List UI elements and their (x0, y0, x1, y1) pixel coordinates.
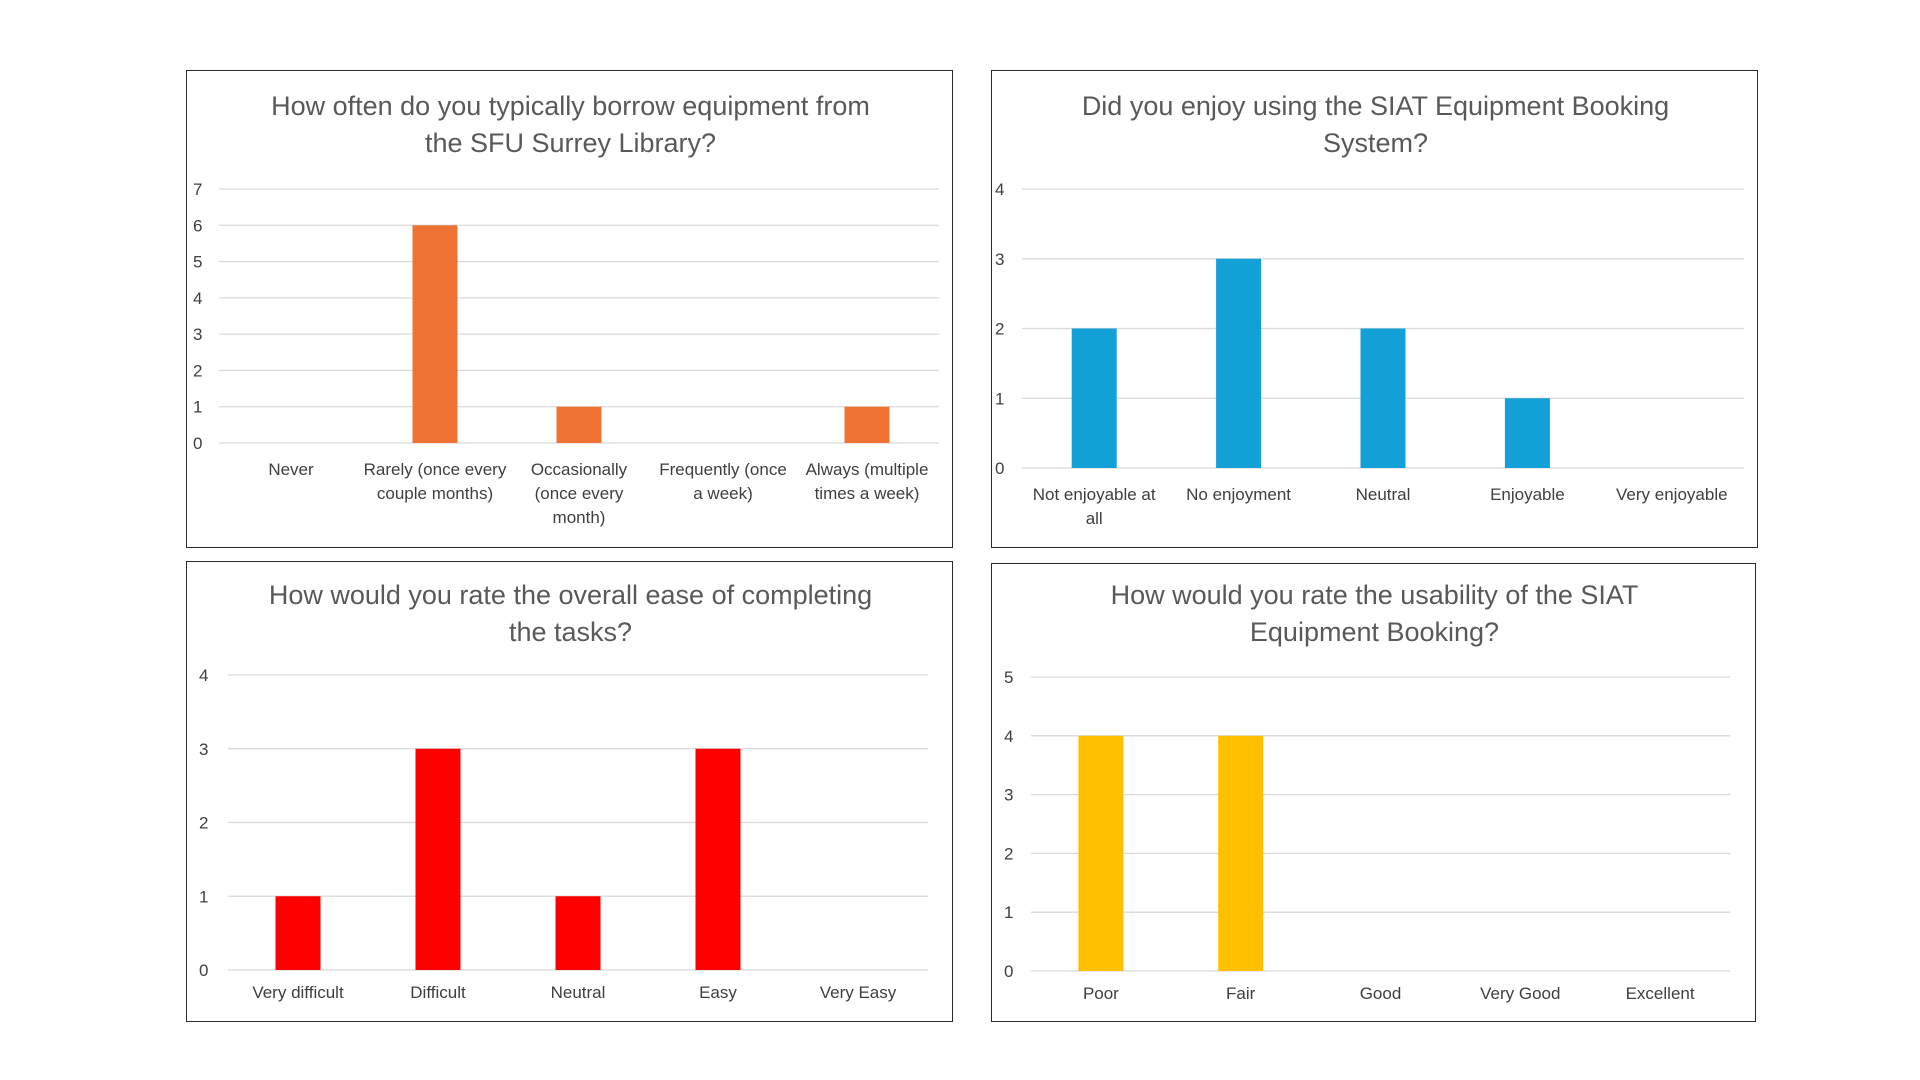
y-tick-label-borrow-0: 0 (193, 434, 202, 453)
chart-ease: How would you rate the overall ease of c… (199, 580, 928, 1002)
bar-borrow-5 (844, 406, 890, 443)
x-category-label-borrow-2-line-1: Rarely (once every (364, 460, 507, 479)
y-tick-label-usability-4: 4 (1004, 727, 1013, 746)
x-category-label-enjoy-4: Enjoyable (1490, 485, 1565, 504)
y-tick-label-enjoy-2: 2 (995, 320, 1004, 339)
bar-ease-4 (695, 748, 741, 970)
bar-ease-3 (555, 896, 601, 970)
x-category-label-borrow-3-line-2: (once every (535, 484, 624, 503)
y-tick-label-enjoy-4: 4 (995, 180, 1004, 199)
y-tick-label-ease-3: 3 (199, 740, 208, 759)
y-tick-label-borrow-2: 2 (193, 361, 202, 380)
x-category-label-ease-3: Neutral (551, 983, 606, 1002)
chart-usability: How would you rate the usability of the … (1004, 580, 1730, 1003)
y-tick-label-borrow-5: 5 (193, 253, 202, 272)
x-category-label-ease-2: Difficult (410, 983, 466, 1002)
chart-panel-enjoyment: Did you enjoy using the SIAT Equipment B… (991, 70, 1758, 548)
y-tick-label-ease-4: 4 (199, 666, 208, 685)
x-category-label-borrow-4-line-1: Frequently (once (659, 460, 787, 479)
x-category-label-borrow-1: Never (268, 460, 314, 479)
y-tick-label-borrow-1: 1 (193, 398, 202, 417)
bar-borrow-2 (412, 225, 458, 443)
chart-panel-borrow-frequency: How often do you typically borrow equipm… (186, 70, 953, 548)
y-tick-label-usability-0: 0 (1004, 962, 1013, 981)
y-tick-label-usability-2: 2 (1004, 844, 1013, 863)
bar-ease-1 (275, 896, 321, 970)
bar-enjoy-3 (1360, 328, 1406, 468)
chart-title-usability-line-1: How would you rate the usability of the … (1111, 580, 1639, 610)
x-category-label-ease-4: Easy (699, 983, 737, 1002)
chart-panel-ease: How would you rate the overall ease of c… (186, 561, 953, 1022)
y-tick-label-ease-1: 1 (199, 887, 208, 906)
x-category-label-borrow-3-line-1: Occasionally (531, 460, 628, 479)
x-category-label-borrow-5-line-2: times a week) (815, 484, 920, 503)
y-tick-label-borrow-6: 6 (193, 216, 202, 235)
y-tick-label-ease-0: 0 (199, 961, 208, 980)
y-tick-label-usability-5: 5 (1004, 668, 1013, 687)
chart-title-ease-line-1: How would you rate the overall ease of c… (269, 580, 872, 610)
bar-usability-1 (1078, 735, 1124, 971)
x-category-label-ease-1: Very difficult (252, 983, 344, 1002)
y-tick-label-borrow-4: 4 (193, 289, 202, 308)
chart-title-borrow-line-1: How often do you typically borrow equipm… (271, 91, 870, 121)
x-category-label-borrow-2-line-2: couple months) (377, 484, 493, 503)
chart-title-borrow-line-2: the SFU Surrey Library? (425, 128, 716, 158)
chart-title-ease-line-2: the tasks? (509, 617, 632, 647)
bar-ease-2 (415, 748, 461, 970)
y-tick-label-ease-2: 2 (199, 814, 208, 833)
chart-panel-usability: How would you rate the usability of the … (991, 563, 1756, 1022)
x-category-label-enjoy-1-line-1: Not enjoyable at (1033, 485, 1156, 504)
x-category-label-enjoy-3: Neutral (1356, 485, 1411, 504)
bar-usability-2 (1218, 735, 1264, 971)
x-category-label-enjoy-1-line-2: all (1086, 509, 1103, 528)
bar-enjoy-4 (1504, 398, 1550, 468)
y-tick-label-enjoy-1: 1 (995, 389, 1004, 408)
chart-title-enjoy-line-2: System? (1323, 128, 1428, 158)
y-tick-label-usability-3: 3 (1004, 786, 1013, 805)
y-tick-label-borrow-7: 7 (193, 180, 202, 199)
x-category-label-usability-5: Excellent (1626, 984, 1695, 1003)
y-tick-label-enjoy-0: 0 (995, 459, 1004, 478)
x-category-label-enjoy-5: Very enjoyable (1616, 485, 1728, 504)
bar-borrow-3 (556, 406, 602, 443)
x-category-label-usability-3: Good (1360, 984, 1402, 1003)
x-category-label-borrow-5-line-1: Always (multiple (806, 460, 929, 479)
bar-enjoy-2 (1216, 258, 1262, 468)
chart-enjoyment: Did you enjoy using the SIAT Equipment B… (995, 91, 1744, 528)
x-category-label-ease-5: Very Easy (820, 983, 897, 1002)
x-category-label-usability-4: Very Good (1480, 984, 1560, 1003)
chart-title-usability-line-2: Equipment Booking? (1250, 617, 1499, 647)
x-category-label-borrow-4-line-2: a week) (693, 484, 753, 503)
x-category-label-usability-2: Fair (1226, 984, 1256, 1003)
x-category-label-usability-1: Poor (1083, 984, 1119, 1003)
y-tick-label-enjoy-3: 3 (995, 250, 1004, 269)
x-category-label-enjoy-2: No enjoyment (1186, 485, 1291, 504)
y-tick-label-borrow-3: 3 (193, 325, 202, 344)
y-tick-label-usability-1: 1 (1004, 903, 1013, 922)
chart-borrow-frequency: How often do you typically borrow equipm… (193, 91, 939, 527)
bar-enjoy-1 (1071, 328, 1117, 468)
x-category-label-borrow-3-line-3: month) (553, 508, 606, 527)
chart-title-enjoy-line-1: Did you enjoy using the SIAT Equipment B… (1082, 91, 1669, 121)
